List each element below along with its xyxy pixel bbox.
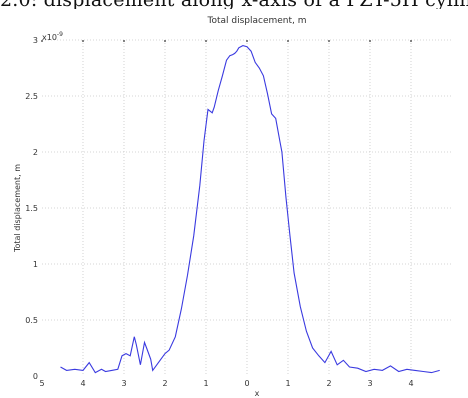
y-axis-label: Total displacement, m — [13, 164, 22, 253]
clipped-caption-text: 2.0: displacement along x-axis of a PZT-… — [0, 0, 468, 9]
x-tick-label: 4 — [408, 379, 413, 388]
x-tick-label: 0 — [244, 379, 249, 388]
x-axis-ticks: 5 4 3 2 1 0 1 2 3 4 — [39, 40, 414, 388]
x-tick-label: 3 — [121, 379, 126, 388]
y-tick-label: 3 — [33, 36, 38, 45]
x-tick-label: 1 — [285, 379, 290, 388]
x-tick-label: 2 — [326, 379, 331, 388]
y-tick-label: 1 — [33, 260, 38, 269]
x-tick-label: 5 — [39, 379, 44, 388]
x-tick-label: 1 — [203, 379, 208, 388]
chart-title: Total displacement, m — [206, 16, 306, 26]
x-axis-label: x — [255, 389, 260, 398]
x-tick-label: 2 — [162, 379, 167, 388]
y-axis-ticks: 0 0.5 1 1.5 2 2.5 3 — [25, 36, 38, 381]
y-tick-label: 2 — [33, 148, 38, 157]
y-tick-label: 2.5 — [25, 92, 38, 101]
grid-lines — [42, 39, 452, 376]
y-tick-label: 1.5 — [25, 204, 38, 213]
series-line-total-displacement — [60, 45, 440, 374]
y-tick-label: 0.5 — [25, 316, 38, 325]
x-tick-label: 4 — [80, 379, 85, 388]
y-axis-multiplier: x10-9 — [42, 31, 63, 42]
y-tick-label: 0 — [33, 372, 38, 381]
x-tick-label: 3 — [367, 379, 372, 388]
